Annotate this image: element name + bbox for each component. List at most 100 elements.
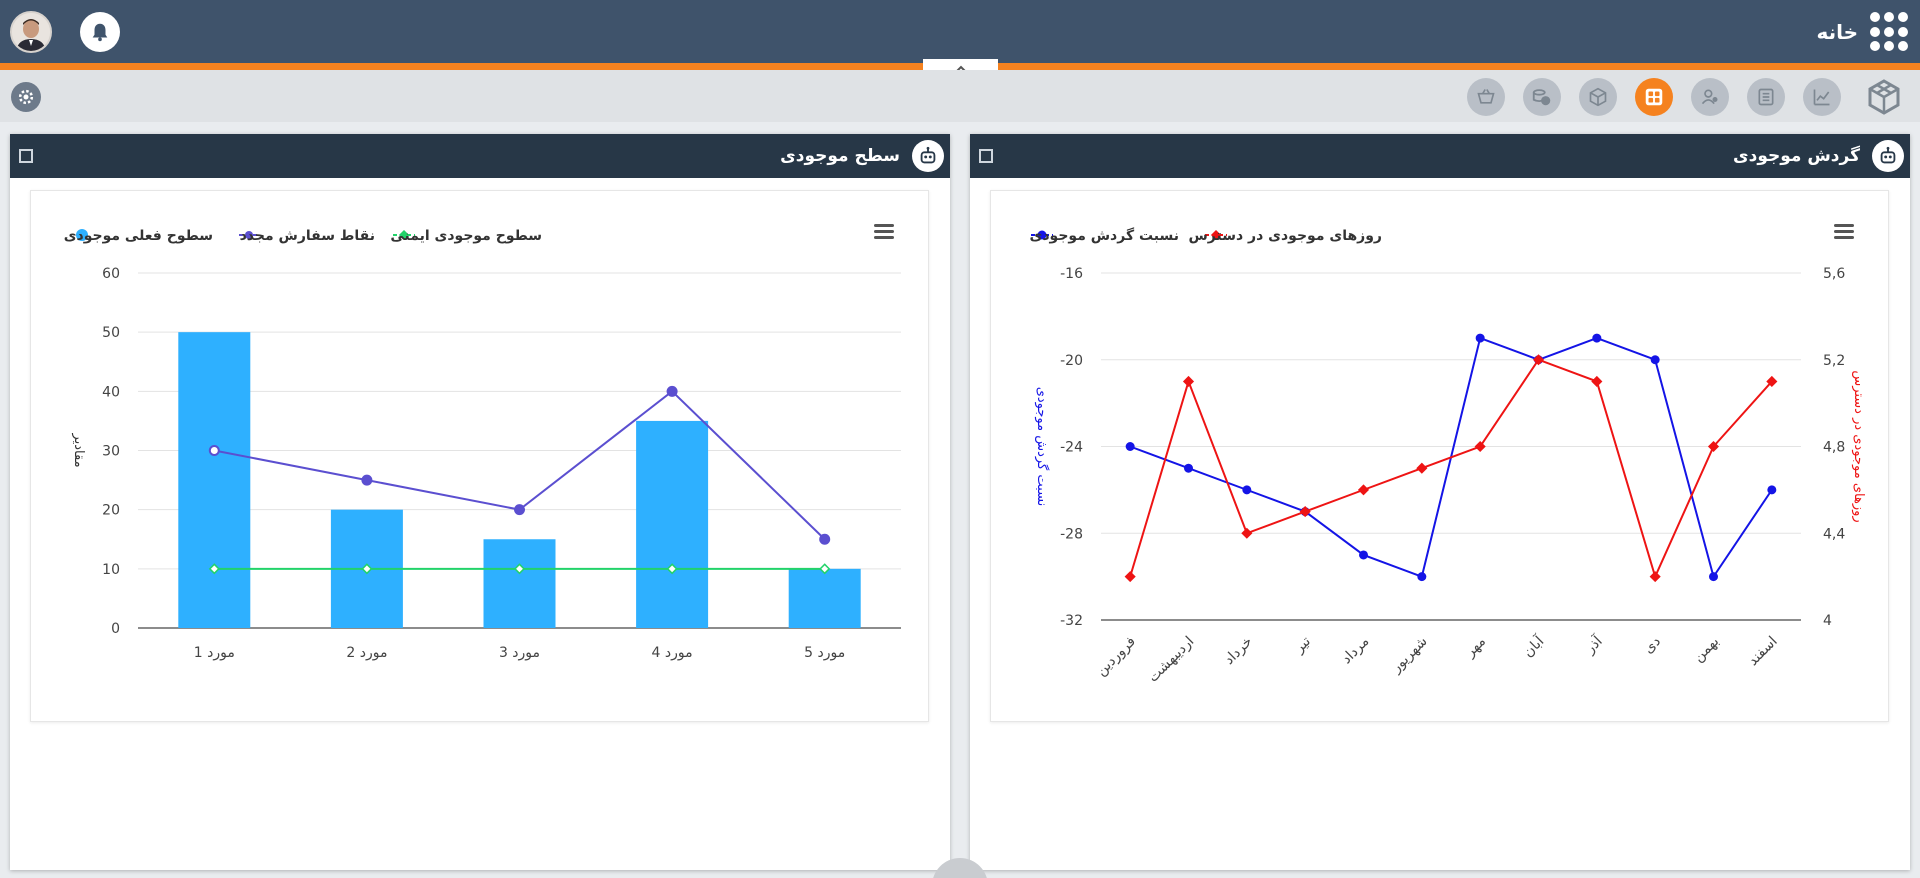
x-tick-label: آذر — [1581, 632, 1606, 657]
x-tick-label: مورد 1 — [194, 645, 235, 661]
y-right-tick-label: 4 — [1823, 613, 1832, 629]
coins-button[interactable] — [1523, 78, 1561, 116]
users-button[interactable] — [1691, 78, 1729, 116]
x-tick-label: مرداد — [1339, 634, 1373, 668]
turnover-point — [1592, 333, 1602, 343]
dashboard-icon — [1645, 88, 1663, 106]
legend-symbol — [245, 231, 253, 239]
x-tick-label: مورد 2 — [346, 645, 387, 661]
y-tick-label: -32 — [1060, 613, 1083, 629]
legend-label: نقاط سفارش مجدد — [240, 228, 375, 244]
safety-point — [361, 563, 373, 575]
x-tick-label: اردیبهشت — [1145, 634, 1197, 686]
y-tick-label: 0 — [111, 621, 120, 637]
days-point — [1299, 506, 1311, 518]
days-point — [1474, 440, 1486, 453]
panel-title: سطح موجودی — [780, 146, 900, 166]
scroll-handle[interactable] — [932, 858, 988, 878]
turnover-point — [1767, 485, 1777, 495]
legend-symbol — [1037, 230, 1047, 240]
menu-icon-bar — [874, 224, 894, 227]
panel-title: گردش موجودی — [1733, 146, 1860, 166]
days-point — [1707, 440, 1720, 453]
legend-label: سطوح فعلی موجودی — [64, 228, 213, 244]
menu-icon-bar — [874, 230, 894, 233]
x-tick-label: تیر — [1291, 633, 1314, 656]
y-tick-label: -24 — [1060, 440, 1083, 456]
users-icon — [1701, 89, 1718, 105]
robot-icon[interactable] — [1872, 140, 1904, 172]
notifications-button[interactable] — [80, 12, 120, 52]
y-tick-label: -28 — [1060, 526, 1083, 542]
module-toolbar — [0, 70, 1920, 122]
home-label: خانه — [1816, 20, 1858, 44]
x-tick-label: مورد 3 — [499, 645, 540, 661]
turnover-point — [1359, 550, 1368, 560]
safety-point — [208, 563, 220, 575]
menu-icon[interactable] — [1834, 224, 1854, 239]
basket-button[interactable] — [1467, 78, 1505, 116]
reports-button[interactable] — [1803, 78, 1841, 116]
bar — [636, 420, 709, 628]
home-button[interactable]: خانه — [1816, 12, 1910, 52]
maximize-button[interactable] — [19, 149, 33, 163]
x-tick-label: شهریور — [1388, 634, 1431, 677]
box-button[interactable] — [1579, 78, 1617, 116]
reorder-point — [666, 385, 678, 397]
safety-point — [666, 563, 678, 575]
y-axis-title-right: روزهای موجودی در دسترس — [1851, 370, 1866, 522]
y-right-tick-label: 5,6 — [1823, 266, 1845, 282]
menu-icon-bar — [874, 236, 894, 239]
menu-icon-bar — [1834, 224, 1854, 227]
app-grid-icon[interactable] — [1870, 12, 1910, 52]
coins-icon — [1532, 89, 1551, 106]
days-point — [1182, 375, 1195, 387]
x-tick-label: بهمن — [1690, 634, 1722, 666]
top-bar — [0, 0, 1920, 63]
gear-icon — [18, 89, 34, 105]
x-tick-label: مورد 4 — [652, 645, 693, 661]
maximize-button[interactable] — [979, 149, 993, 163]
dashboard-button[interactable] — [1635, 78, 1673, 116]
reorder-point — [819, 533, 831, 545]
inventory-turnover-chart: -16 -20 -24 -28 -32 5,6 5,2 4,8 4,4 4 نسبت گردش مو… — [1030, 224, 1866, 686]
turnover-point — [1709, 572, 1718, 582]
reorder-line — [214, 390, 826, 540]
bell-icon — [92, 23, 108, 42]
list-button[interactable] — [1747, 78, 1785, 116]
x-tick-label: مهر — [1462, 634, 1489, 661]
bar — [483, 539, 556, 628]
safety-point — [819, 563, 831, 575]
safety-point — [513, 563, 526, 575]
chart-card: -16 -20 -24 -28 -32 5,6 5,2 4,8 4,4 4 نسبت گردش مو… — [990, 190, 1889, 722]
menu-icon[interactable] — [874, 224, 894, 239]
inventory-level-chart: 0 10 20 30 40 50 60 مقادیر مورد 1 مورد 2 مورد 3 مور… — [64, 224, 901, 661]
inventory-level-panel: سطح موجودی 0 10 20 30 40 50 60 مقادیر مورد 1 مورد… — [10, 134, 950, 870]
days-line — [1129, 358, 1773, 580]
reorder-point — [208, 445, 220, 456]
days-point — [1416, 462, 1428, 474]
turnover-point — [1184, 463, 1193, 473]
legend-label: روزهای موجودی در دسترس — [1188, 228, 1382, 244]
robot-icon[interactable] — [912, 140, 944, 172]
chart-icon — [1813, 89, 1830, 106]
turnover-point — [1650, 355, 1660, 365]
x-tick-label: مورد 5 — [804, 645, 845, 661]
inventory-turnover-panel: گردش موجودی -16 -20 -24 -28 -32 5,6 5,2 4,8 4,4 4… — [970, 134, 1910, 870]
panel-header: گردش موجودی — [970, 134, 1910, 178]
menu-icon-bar — [1834, 230, 1854, 233]
y-tick-label: -20 — [1060, 353, 1083, 369]
turnover-point — [1417, 572, 1427, 582]
y-tick-label: 40 — [102, 384, 120, 400]
days-point — [1532, 354, 1545, 366]
y-axis-title-left: نسبت گردش موجودی — [1034, 387, 1050, 507]
logo-icon — [1868, 79, 1900, 115]
box-icon — [1589, 87, 1607, 107]
y-tick-label: -16 — [1060, 266, 1083, 282]
avatar[interactable] — [10, 11, 52, 53]
reorder-point — [514, 504, 525, 516]
bar — [788, 568, 861, 628]
chart-card: 0 10 20 30 40 50 60 مقادیر مورد 1 مورد 2 مورد 3 مور… — [30, 190, 929, 722]
app-logo[interactable] — [1862, 75, 1906, 119]
settings-button[interactable] — [11, 82, 41, 112]
